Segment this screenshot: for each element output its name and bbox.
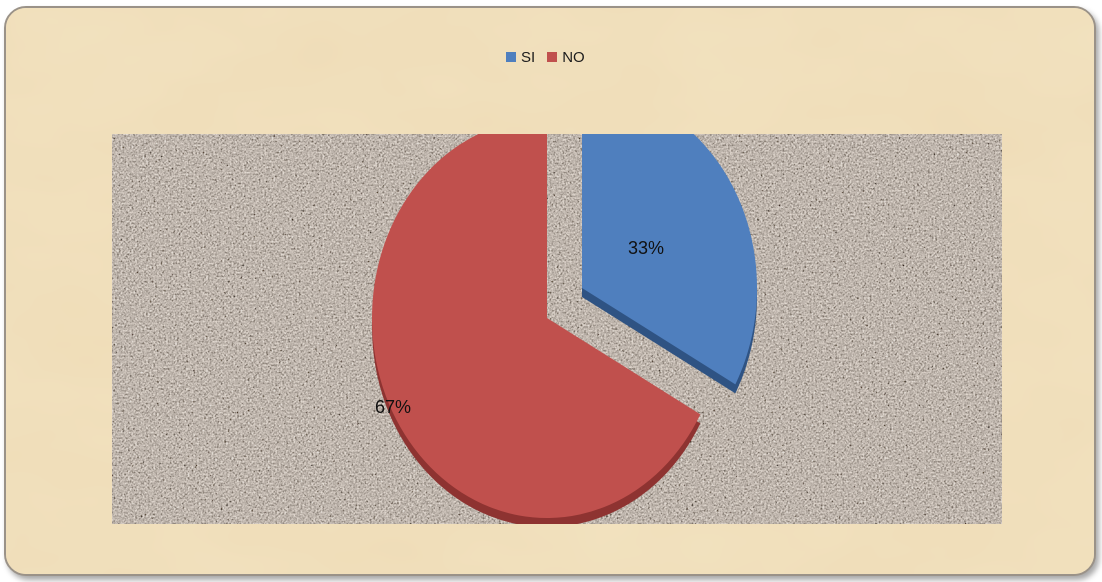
legend-item-si: SI — [506, 49, 535, 66]
chart-frame: SI NO 33% 67% — [4, 6, 1096, 576]
data-label-si: 33% — [628, 238, 664, 258]
legend-swatch-si — [506, 52, 516, 62]
legend-label-si: SI — [521, 48, 536, 66]
pie-slice-no — [372, 134, 701, 518]
legend-label-no: NO — [562, 48, 585, 66]
pie-plot-area: 33% 67% — [112, 134, 1002, 524]
chart-legend: SI NO — [506, 46, 597, 68]
legend-swatch-no — [547, 52, 558, 62]
pie-slice-si — [582, 134, 757, 385]
data-label-no: 67% — [375, 397, 411, 417]
pie-slices — [372, 134, 757, 524]
pie-data-labels: 33% 67% — [375, 238, 664, 417]
legend-item-no: NO — [547, 49, 585, 66]
